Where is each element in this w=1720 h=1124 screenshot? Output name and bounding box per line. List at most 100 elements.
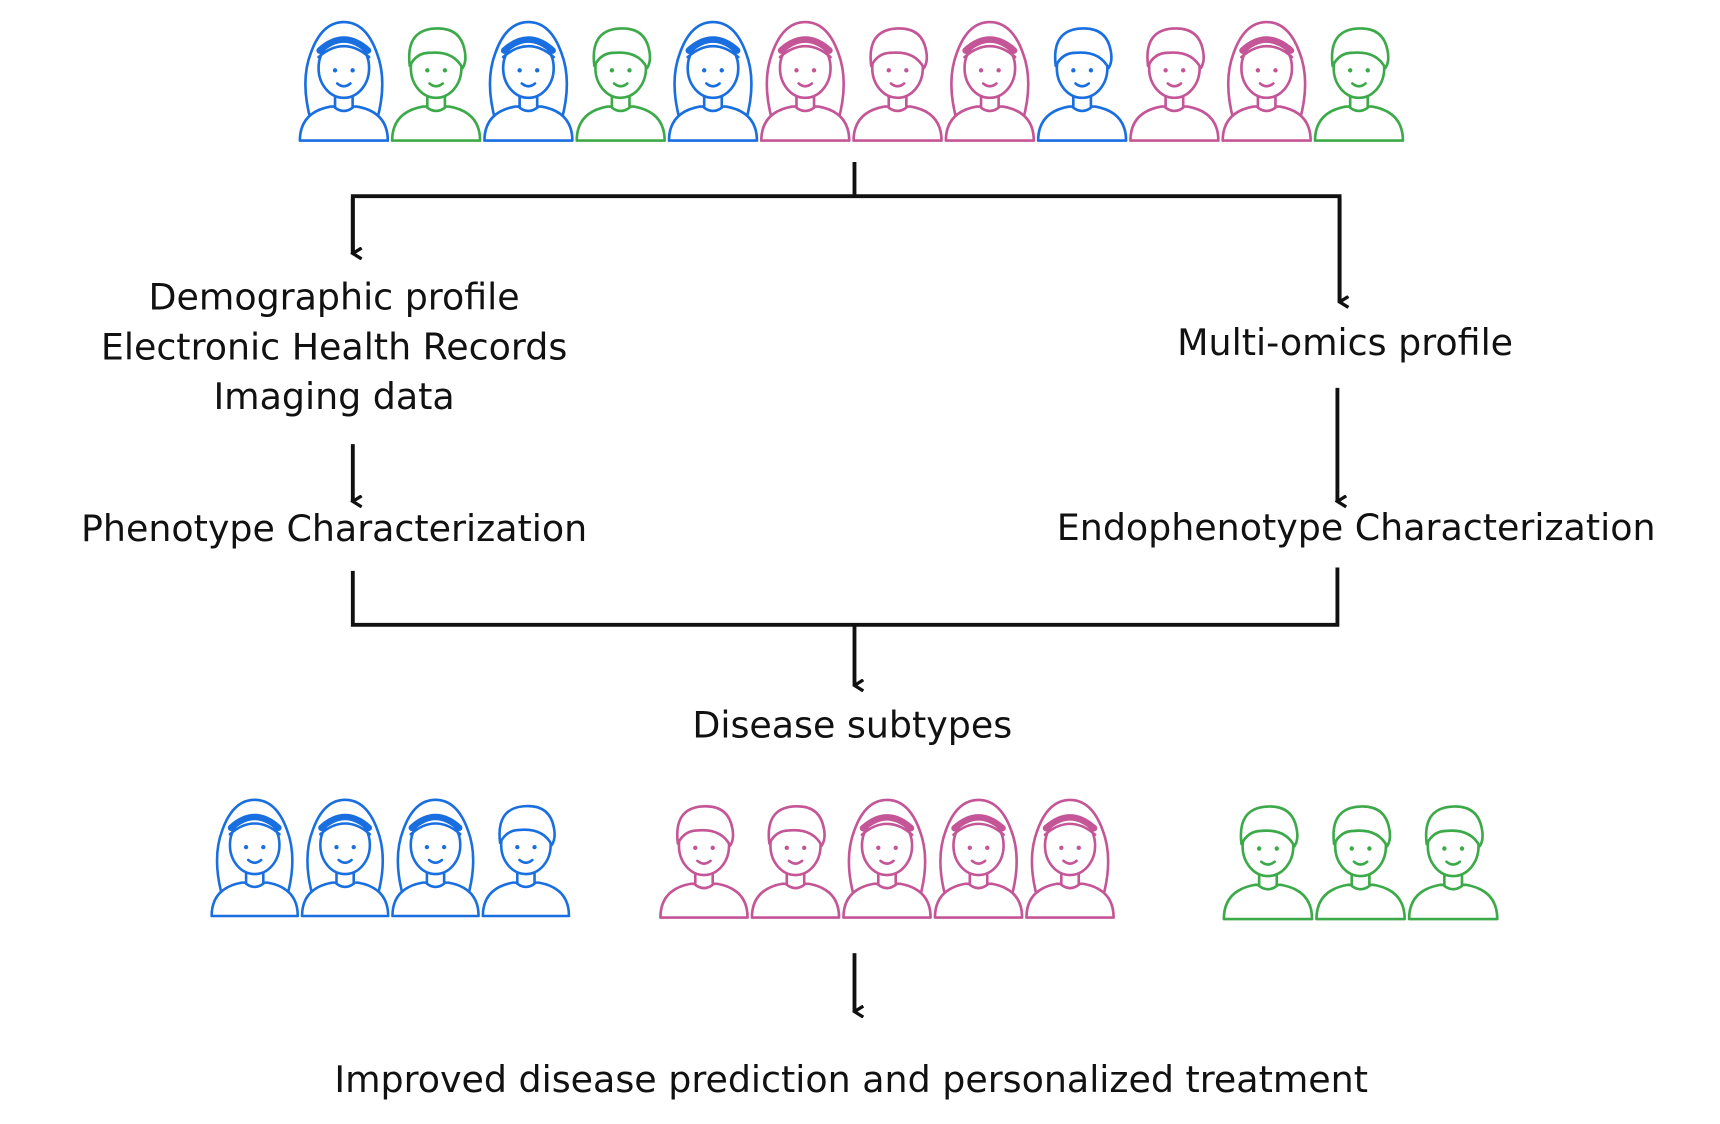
- hair: [1332, 805, 1392, 848]
- body: [1025, 882, 1115, 919]
- eye: [811, 68, 817, 73]
- eye: [701, 68, 707, 73]
- body: [390, 105, 482, 142]
- eye: [893, 845, 898, 851]
- mouth: [970, 859, 987, 865]
- eye: [802, 845, 807, 851]
- mouth: [1260, 860, 1276, 866]
- hair: [1239, 805, 1299, 848]
- eye: [794, 68, 799, 73]
- eye: [243, 844, 249, 850]
- people-icons: [210, 20, 1499, 921]
- mouth: [1352, 860, 1369, 866]
- eye: [1347, 68, 1353, 73]
- person-icon: [298, 20, 390, 142]
- eye: [719, 68, 724, 73]
- final-output: Improved disease prediction and personal…: [334, 1058, 1368, 1101]
- eye: [967, 845, 972, 851]
- hair: [1330, 27, 1390, 70]
- eye: [1273, 68, 1278, 73]
- eye: [627, 68, 632, 73]
- eye: [515, 844, 520, 850]
- eye: [1059, 845, 1064, 851]
- eye: [442, 68, 448, 73]
- hair: [407, 27, 467, 70]
- mouth: [1074, 82, 1091, 88]
- body: [750, 882, 841, 919]
- fringe: [317, 44, 371, 59]
- mouth: [981, 82, 998, 88]
- flow-lines: [350, 161, 1340, 1012]
- eye: [261, 844, 266, 850]
- fringe: [501, 44, 555, 59]
- headband: [227, 813, 282, 832]
- mouth: [1351, 82, 1367, 88]
- fringe: [686, 44, 740, 59]
- mouth: [612, 82, 629, 88]
- eye: [1459, 846, 1465, 851]
- person-icon: [750, 805, 841, 919]
- body: [391, 881, 480, 918]
- person-icon: [933, 798, 1024, 919]
- eye: [334, 844, 339, 850]
- body: [759, 105, 851, 142]
- eye: [1349, 846, 1354, 851]
- mouth: [696, 859, 712, 865]
- headband: [1042, 814, 1098, 832]
- hair: [675, 805, 735, 847]
- eye: [978, 68, 984, 73]
- mouth: [520, 82, 537, 88]
- fringe: [1240, 44, 1294, 59]
- person-icon: [1129, 27, 1220, 142]
- mouth: [1258, 82, 1275, 88]
- person-icon: [1222, 805, 1314, 921]
- body: [667, 105, 759, 142]
- eye: [350, 68, 355, 73]
- left-input: Demographic profile: [149, 276, 520, 319]
- mouth: [246, 858, 263, 865]
- headband: [408, 813, 463, 832]
- body: [575, 105, 666, 142]
- mouth: [1445, 860, 1462, 866]
- headband: [1239, 36, 1295, 54]
- eye: [424, 844, 430, 850]
- mouth: [335, 82, 352, 88]
- left-input: Electronic Health Records: [101, 325, 567, 368]
- eye: [1274, 846, 1279, 851]
- person-icon: [210, 798, 300, 918]
- mouth: [705, 82, 721, 88]
- eye: [1442, 846, 1447, 851]
- person-icon: [575, 27, 666, 142]
- hair: [592, 27, 652, 70]
- merge-output: Disease subtypes: [692, 703, 1012, 746]
- person-icon: [1221, 20, 1312, 142]
- person-icon: [300, 798, 390, 918]
- connector: [350, 567, 1340, 627]
- fringe: [963, 44, 1017, 59]
- eye: [441, 844, 447, 850]
- body: [1407, 883, 1499, 921]
- body: [298, 105, 390, 142]
- body: [1313, 105, 1405, 142]
- hair: [767, 805, 826, 847]
- person-icon: [1025, 798, 1115, 919]
- person-icon: [1407, 805, 1499, 921]
- body: [852, 105, 943, 142]
- eye: [1071, 68, 1076, 73]
- hair: [1424, 805, 1484, 848]
- eye: [1255, 68, 1261, 73]
- body: [1129, 105, 1220, 142]
- body: [1222, 883, 1314, 921]
- body: [483, 105, 574, 142]
- mouth: [337, 858, 353, 865]
- mouth: [1166, 82, 1183, 88]
- person-icon: [667, 20, 759, 142]
- body: [1036, 105, 1128, 142]
- fringe: [860, 822, 914, 837]
- eye: [693, 845, 698, 851]
- body: [1315, 883, 1406, 921]
- person-icon: [1036, 27, 1128, 142]
- mouth: [428, 82, 445, 88]
